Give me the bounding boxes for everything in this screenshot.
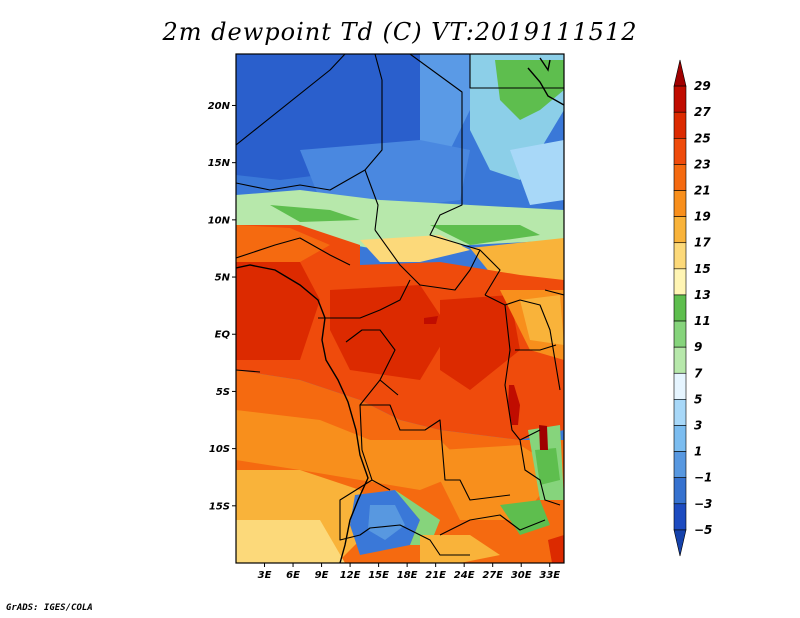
colorbar-label: −3 xyxy=(694,497,712,511)
grads-credit: GrADS: IGES/COLA xyxy=(6,603,93,613)
colorbar-label: −1 xyxy=(694,471,712,485)
colorbar-swatch xyxy=(673,111,687,139)
colorbar-swatch xyxy=(673,190,687,217)
lat-tick-label: 10S xyxy=(209,444,230,455)
lon-tick-label: 12E xyxy=(340,570,361,581)
lon-tick-label: 3E xyxy=(258,570,272,581)
lon-tick-label: 33E xyxy=(539,570,560,581)
colorbar-label: 23 xyxy=(694,157,711,171)
colorbar-label: 25 xyxy=(694,131,711,145)
latitude-axis: 20N 15N 10N 5N EQ 5S 10S 15S xyxy=(208,101,236,512)
colorbar-swatch xyxy=(673,216,687,244)
colorbar-swatch xyxy=(673,346,687,374)
coastline xyxy=(236,57,564,563)
dewpoint-field xyxy=(236,54,564,563)
colorbar-label: 13 xyxy=(694,288,711,302)
colorbar-swatch xyxy=(673,503,687,531)
colorbar-swatch xyxy=(673,451,687,478)
colorbar-swatch xyxy=(673,242,687,270)
lat-tick-label: 15N xyxy=(208,158,231,169)
lat-tick-label: 10N xyxy=(208,215,231,226)
colorbar-swatch xyxy=(673,477,687,505)
lon-tick-label: 30E xyxy=(511,570,532,581)
colorbar-label: 21 xyxy=(694,184,711,198)
lat-tick-label: 5N xyxy=(215,273,231,284)
map-title: 2m dewpoint Td (C) VT:2019111512 xyxy=(162,18,638,46)
lon-tick-label: 15E xyxy=(368,570,389,581)
colorbar-label: 3 xyxy=(694,418,702,432)
lon-tick-label: 27E xyxy=(482,570,503,581)
colorbar-swatch xyxy=(673,399,687,426)
colorbar-swatch xyxy=(673,372,687,400)
lon-tick-label: 24E xyxy=(454,570,475,581)
colorbar-label: 7 xyxy=(694,366,703,380)
colorbar-swatch xyxy=(673,529,687,557)
colorbar-label: 9 xyxy=(694,340,702,354)
colorbar-swatch xyxy=(673,85,687,113)
colorbar: 29 27 25 23 21 19 17 15 13 11 9 7 5 3 1 −1 −3 −5 xyxy=(673,59,712,557)
colorbar-swatch xyxy=(673,320,687,348)
colorbar-swatch xyxy=(673,294,687,322)
lon-tick-label: 9E xyxy=(315,570,329,581)
lon-tick-label: 18E xyxy=(397,570,418,581)
colorbar-swatch xyxy=(673,59,687,87)
lon-tick-label: 21E xyxy=(425,570,446,581)
colorbar-label: 1 xyxy=(694,445,702,459)
longitude-axis: 3E 6E 9E 12E 15E 18E 21E 24E 27E 30E 33E xyxy=(258,563,560,581)
colorbar-label: 5 xyxy=(694,392,702,406)
colorbar-swatch xyxy=(673,138,687,165)
colorbar-label: −5 xyxy=(694,523,712,537)
colorbar-swatch xyxy=(673,268,687,296)
lon-tick-label: 6E xyxy=(286,570,300,581)
colorbar-label: 17 xyxy=(694,236,711,250)
colorbar-swatch xyxy=(673,164,687,191)
map-frame xyxy=(235,53,565,564)
colorbar-label: 11 xyxy=(694,314,711,328)
country-borders xyxy=(236,54,564,556)
lat-tick-label: EQ xyxy=(215,330,231,341)
colorbar-label: 29 xyxy=(694,79,711,93)
colorbar-label: 19 xyxy=(694,210,711,224)
lat-tick-label: 5S xyxy=(216,387,230,398)
colorbar-label: 15 xyxy=(694,262,711,276)
colorbar-label: 27 xyxy=(694,105,711,119)
colorbar-swatch xyxy=(673,425,687,452)
lat-tick-label: 15S xyxy=(209,501,230,512)
lat-tick-label: 20N xyxy=(208,101,231,112)
